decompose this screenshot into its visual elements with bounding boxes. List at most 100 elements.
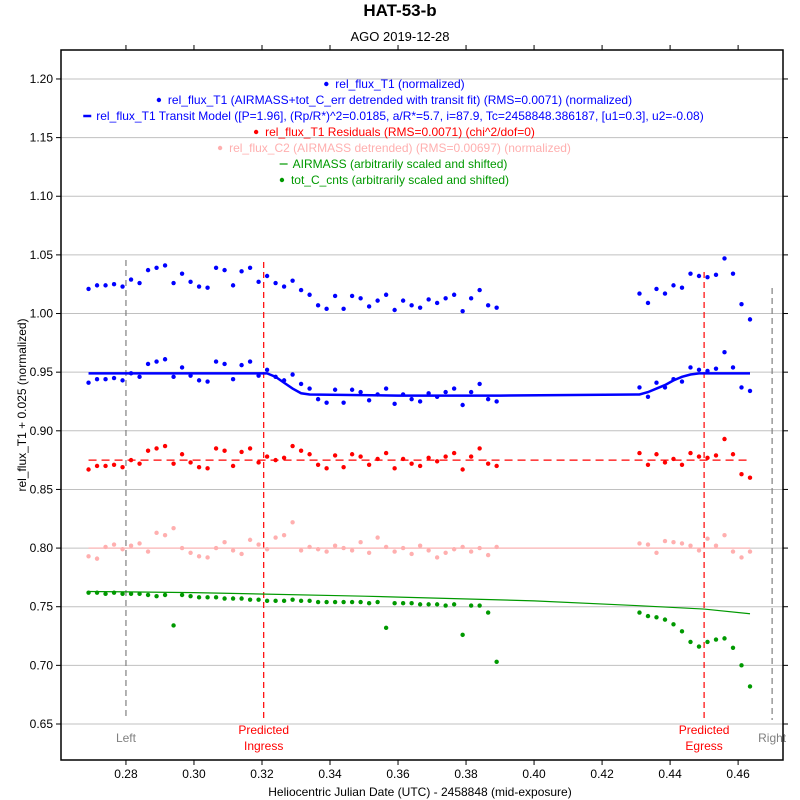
data-point: [179, 452, 185, 457]
data-point: [705, 274, 710, 280]
data-point: [654, 452, 659, 457]
data-point: [383, 292, 389, 297]
data-point: [358, 599, 363, 605]
data-point: [145, 549, 151, 554]
data-point: [264, 454, 270, 459]
marker-label: Predicted: [679, 723, 730, 737]
data-point: [349, 293, 355, 299]
marker-label: Predicted: [238, 723, 289, 737]
data-point: [332, 599, 338, 605]
data-point: [196, 554, 202, 559]
data-point: [137, 461, 142, 466]
data-point: [162, 263, 168, 268]
data-point: [128, 277, 134, 282]
data-point: [477, 446, 482, 451]
data-point: [213, 359, 219, 364]
data-point: [739, 663, 744, 668]
data-point: [477, 603, 482, 608]
data-point: [671, 283, 676, 288]
data-point: [713, 366, 719, 371]
series-lines: [88, 372, 751, 615]
data-point: [94, 376, 100, 382]
data-point: [171, 461, 176, 466]
data-point: [645, 394, 651, 399]
series-line: [88, 372, 751, 397]
data-point: [230, 376, 236, 382]
data-point: [307, 292, 312, 297]
data-point: [145, 448, 151, 453]
data-point: [477, 287, 482, 293]
data-point: [383, 450, 389, 456]
data-point: [264, 547, 270, 552]
data-point: [705, 455, 710, 460]
data-point: [154, 530, 159, 536]
x-tick-label: 0.30: [182, 767, 206, 781]
data-point: [713, 272, 719, 278]
data-point: [341, 400, 346, 405]
data-point: [730, 452, 736, 457]
data-point: [409, 551, 414, 557]
data-point: [443, 550, 448, 555]
data-point: [120, 547, 125, 552]
data-point: [637, 385, 642, 390]
marker-label: Right: [758, 731, 787, 745]
data-point: [688, 639, 693, 645]
data-point: [315, 462, 321, 468]
y-tick-label: 0.75: [30, 600, 54, 614]
data-point: [128, 457, 134, 463]
data-point: [392, 307, 397, 313]
legend-label: rel_flux_T1 (normalized): [335, 77, 464, 91]
data-point: [213, 595, 219, 600]
data-point: [171, 374, 176, 380]
data-point: [460, 402, 465, 408]
legend-marker-dot: [279, 177, 285, 183]
data-point: [477, 545, 482, 551]
data-point: [205, 285, 210, 290]
data-point: [273, 280, 278, 286]
data-point: [188, 373, 193, 378]
data-point: [128, 591, 134, 597]
data-point: [654, 550, 659, 555]
data-point: [307, 544, 312, 550]
data-point: [273, 535, 278, 540]
data-point: [307, 598, 312, 604]
data-point: [188, 460, 193, 465]
data-point: [460, 544, 465, 550]
data-point: [145, 267, 151, 273]
data-point: [162, 443, 168, 449]
data-point: [637, 291, 642, 296]
x-tick-label: 0.42: [590, 767, 614, 781]
data-point: [671, 622, 676, 627]
x-tick-label: 0.44: [658, 767, 682, 781]
data-point: [662, 538, 668, 544]
axes: 0.65 0.70 0.75 0.80 0.85 0.90 0.95 1.00 1.05 1.10…: [30, 45, 788, 781]
data-point: [230, 463, 236, 469]
data-point: [341, 599, 346, 605]
data-point: [366, 600, 372, 606]
data-point: [273, 374, 278, 380]
data-point: [460, 467, 465, 472]
data-point: [713, 453, 719, 458]
data-point: [222, 361, 227, 367]
data-point: [205, 466, 210, 471]
data-point: [722, 350, 727, 355]
data-point: [443, 296, 448, 301]
data-point: [222, 596, 227, 601]
data-point: [662, 460, 668, 465]
data-point: [196, 464, 202, 470]
x-tick-label: 0.32: [250, 767, 274, 781]
legend-label: rel_flux_C2 (AIRMASS detrended) (RMS=0.0…: [229, 141, 571, 155]
y-tick-label: 1.20: [30, 72, 54, 86]
data-point: [654, 380, 659, 385]
data-point: [468, 389, 474, 395]
data-point: [349, 452, 355, 457]
data-point: [451, 292, 457, 297]
data-point: [128, 371, 134, 376]
data-point: [366, 550, 372, 555]
data-point: [86, 554, 91, 559]
data-point: [662, 291, 668, 296]
data-point: [137, 541, 142, 546]
data-point: [315, 599, 321, 605]
data-point: [477, 381, 482, 387]
